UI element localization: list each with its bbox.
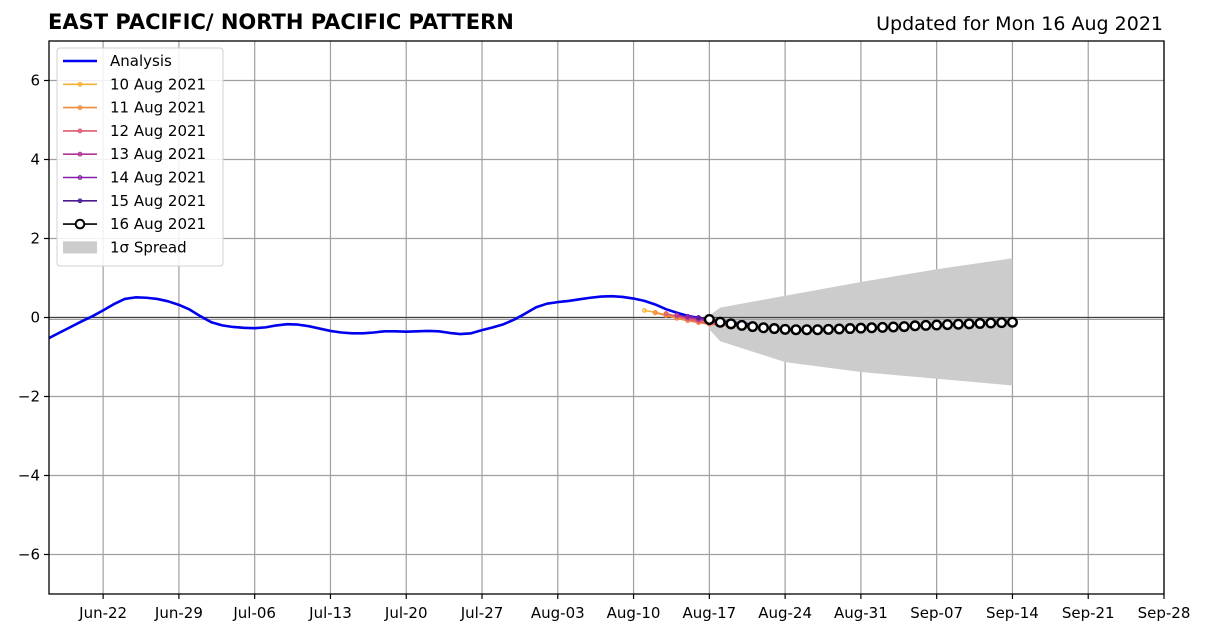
- y-tick-label: 4: [30, 151, 40, 169]
- legend-label: 10 Aug 2021: [110, 75, 206, 93]
- legend-box: [56, 47, 224, 267]
- series-latest-point: [963, 318, 975, 330]
- series-analysis: [49, 294, 699, 340]
- legend-swatch: [63, 241, 97, 254]
- series-latest-point: [833, 323, 845, 335]
- x-tick-label: Aug-03: [531, 604, 585, 622]
- legend-label: 1σ Spread: [110, 238, 187, 256]
- series-forecast-point: [663, 311, 669, 316]
- legend-item: 14 Aug 2021: [63, 169, 206, 187]
- series-group: [49, 258, 1164, 386]
- legend-item: Analysis: [63, 52, 172, 70]
- legend-item: 10 Aug 2021: [63, 75, 206, 93]
- series-forecast-point: [641, 307, 647, 313]
- series-latest-point: [812, 324, 824, 336]
- legend-marker: [77, 105, 83, 110]
- legend-marker: [74, 218, 86, 230]
- legend-label: 12 Aug 2021: [110, 122, 206, 140]
- y-tick-label: 2: [30, 230, 40, 248]
- x-tick-label: Jul-06: [232, 604, 276, 622]
- legend: Analysis 10 Aug 2021 11 Aug 2021 12 Aug 202…: [56, 47, 224, 267]
- series-latest-point: [974, 317, 986, 329]
- series-latest-point: [931, 319, 943, 331]
- legend-marker: [77, 128, 83, 134]
- series-latest-point: [844, 323, 856, 335]
- spread-band: [709, 258, 1013, 386]
- plot-area: Jun-22 Jun-29 Jul-06 Jul-13 Jul-20 Jul-27 Aug-…: [18, 40, 1191, 622]
- x-tick-label: Aug-31: [834, 604, 888, 622]
- x-tick-label: Aug-17: [682, 604, 736, 622]
- legend-marker: [77, 198, 83, 204]
- y-tick-label: −2: [18, 388, 40, 406]
- series-latest-point: [736, 319, 748, 331]
- legend-item: 16 Aug 2021: [63, 215, 206, 233]
- series-latest-point: [779, 323, 791, 335]
- legend-label: 15 Aug 2021: [110, 192, 206, 210]
- series-latest-point: [996, 317, 1008, 329]
- y-tick-label: 0: [30, 309, 40, 327]
- y-tick-label: 6: [30, 72, 40, 90]
- legend-item: 13 Aug 2021: [63, 145, 206, 163]
- x-tick-label: Sep-21: [1062, 604, 1115, 622]
- legend-label: 14 Aug 2021: [110, 169, 206, 187]
- series-latest-point: [855, 322, 867, 334]
- x-tick-label: Jul-20: [384, 604, 428, 622]
- series-latest-point: [920, 319, 932, 331]
- series-latest-point: [909, 320, 921, 332]
- legend-item: 15 Aug 2021: [63, 192, 206, 210]
- legend-label: 13 Aug 2021: [110, 145, 206, 163]
- legend-item: 11 Aug 2021: [63, 99, 206, 117]
- x-tick-label: Sep-07: [910, 604, 963, 622]
- series-latest-point: [801, 324, 813, 336]
- series-forecast-point: [652, 310, 658, 316]
- x-tick-label: Aug-24: [758, 604, 812, 622]
- x-tick-label: Jun-29: [154, 604, 203, 622]
- x-tick-label: Jul-13: [308, 604, 352, 622]
- x-tick-label: Aug-10: [607, 604, 661, 622]
- series-forecast-point: [696, 315, 701, 320]
- series-latest-point: [768, 323, 780, 335]
- series-latest-point: [941, 319, 953, 331]
- x-tick-label: Jul-27: [460, 604, 504, 622]
- legend-item: 12 Aug 2021: [63, 122, 206, 140]
- series-latest-point: [877, 321, 889, 333]
- chart-subtitle: Updated for Mon 16 Aug 2021: [876, 13, 1163, 35]
- series-latest-point: [822, 323, 834, 335]
- series-latest-point: [703, 313, 715, 325]
- series-latest-point: [985, 317, 997, 329]
- series-latest-point: [747, 321, 759, 333]
- series-latest-point: [898, 321, 910, 333]
- legend-marker: [77, 151, 83, 157]
- x-tick-label: Jun-22: [78, 604, 127, 622]
- legend-marker: [77, 175, 83, 180]
- x-tick-label: Sep-28: [1138, 604, 1191, 622]
- series-forecast-point: [674, 312, 680, 318]
- legend-label: 16 Aug 2021: [110, 215, 206, 233]
- legend-marker: [77, 81, 83, 87]
- series-latest-point: [952, 318, 964, 330]
- series-forecast-point: [685, 313, 691, 319]
- series-latest-point: [714, 316, 726, 328]
- x-tick-label: Sep-14: [986, 604, 1039, 622]
- series-latest-point: [725, 318, 737, 330]
- y-tick-label: −4: [18, 467, 40, 485]
- chart-title: EAST PACIFIC/ NORTH PACIFIC PATTERN: [48, 10, 514, 34]
- series-latest-point: [790, 324, 802, 336]
- legend-item: 1σ Spread: [63, 238, 187, 256]
- legend-label: Analysis: [110, 52, 172, 70]
- series-latest-point: [1006, 316, 1018, 328]
- legend-label: 11 Aug 2021: [110, 99, 206, 117]
- y-tick-label: −6: [18, 546, 40, 564]
- series-latest-point: [866, 322, 878, 334]
- series-latest-point: [757, 322, 769, 334]
- series-latest-point: [887, 321, 899, 333]
